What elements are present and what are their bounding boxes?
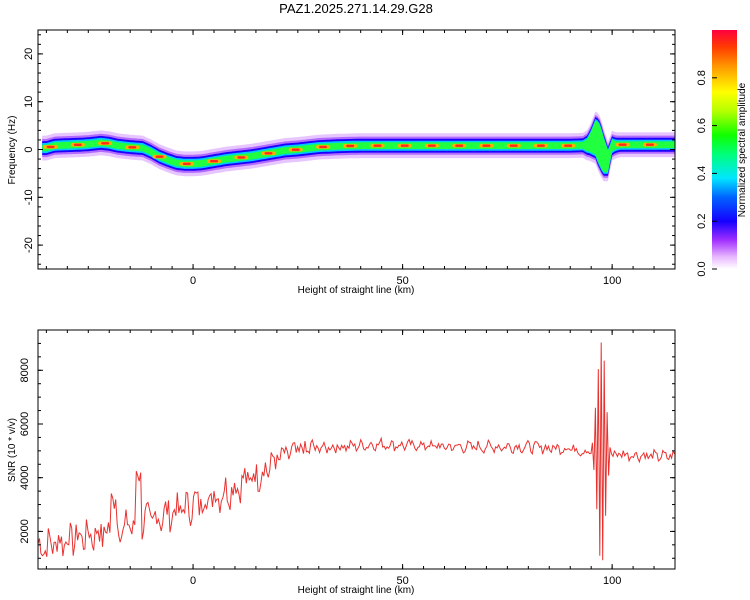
snr-ytick-label: 8000 <box>19 358 31 382</box>
ridge-peak <box>291 148 300 151</box>
colorbar-tick-label: 0.2 <box>696 214 708 229</box>
colorbar-label: Normalized spectral amplitude <box>737 82 748 217</box>
ridge-peak <box>237 156 246 159</box>
spec-xtick-label: 100 <box>603 275 621 287</box>
snr-ytick-label: 6000 <box>19 412 31 436</box>
colorbar-gradient <box>712 30 737 269</box>
snr-frame <box>37 329 676 570</box>
snr-ytick-label: 4000 <box>19 465 31 489</box>
ridge-peak <box>210 160 218 163</box>
snr-xtick-label: 50 <box>396 575 408 587</box>
ridge-green <box>42 120 675 173</box>
ridge-peak <box>155 155 164 158</box>
colorbar-ticks: 0.0 0.2 0.4 0.6 0.8 <box>696 70 717 277</box>
ridge-peak <box>128 146 137 149</box>
spec-ytick-label: 20 <box>23 48 35 60</box>
ridge-peak <box>46 145 55 149</box>
spectrogram-ridge <box>42 111 675 182</box>
snr-xtick-label: 100 <box>603 575 621 587</box>
snr-ticks: 0 50 100 2000 4000 6000 8000 <box>19 330 676 587</box>
ridge-peak <box>373 144 382 147</box>
ridge-peak <box>618 143 627 146</box>
ridge-peak <box>73 143 82 146</box>
ridge-peak <box>400 144 409 147</box>
spec-ytick-label: -20 <box>23 237 35 253</box>
ridge-peak <box>455 144 464 147</box>
spec-ytick-label: -10 <box>23 189 35 205</box>
ridge-peak <box>427 144 436 147</box>
snr-panel: 0 50 100 2000 4000 6000 8000 Height of straigh… <box>7 329 676 596</box>
snr-ylabel: SNR (10 * v/v) <box>7 418 18 482</box>
colorbar-tick-label: 0.4 <box>696 166 708 181</box>
ridge-peak <box>264 152 273 155</box>
spectrogram-ylabel: Frequency (Hz) <box>7 116 18 185</box>
colorbar-tick-label: 0.0 <box>696 261 708 276</box>
colorbar-tick-label: 0.8 <box>696 70 708 85</box>
spec-ytick-label: 10 <box>23 96 35 108</box>
colorbar: 0.0 0.2 0.4 0.6 0.8 Normalized spectral ampl… <box>696 30 748 277</box>
snr-xlabel: Height of straight line (km) <box>298 585 415 596</box>
ridge-peak <box>319 145 327 149</box>
figure-title: PAZ1.2025.271.14.29.G28 <box>279 1 433 16</box>
snr-xtick-label: 0 <box>190 575 196 587</box>
spec-xtick-label: 50 <box>396 275 408 287</box>
spec-ytick-label: 0 <box>23 146 35 152</box>
snr-ytick-label: 2000 <box>19 519 31 543</box>
ridge-peak <box>482 144 491 147</box>
ridge-peak <box>645 143 654 146</box>
ridge-peak <box>346 144 355 148</box>
ridge-peak <box>564 144 573 147</box>
spectrogram-xlabel: Height of straight line (km) <box>298 285 415 296</box>
ridge-peak <box>509 144 518 147</box>
snr-plot-area <box>38 342 675 561</box>
snr-series-line <box>38 342 675 561</box>
ridge-peak <box>182 162 191 165</box>
ridge-peak <box>101 142 110 145</box>
spec-xtick-label: 0 <box>190 275 196 287</box>
colorbar-tick-label: 0.6 <box>696 118 708 133</box>
ridge-peak <box>536 144 545 147</box>
